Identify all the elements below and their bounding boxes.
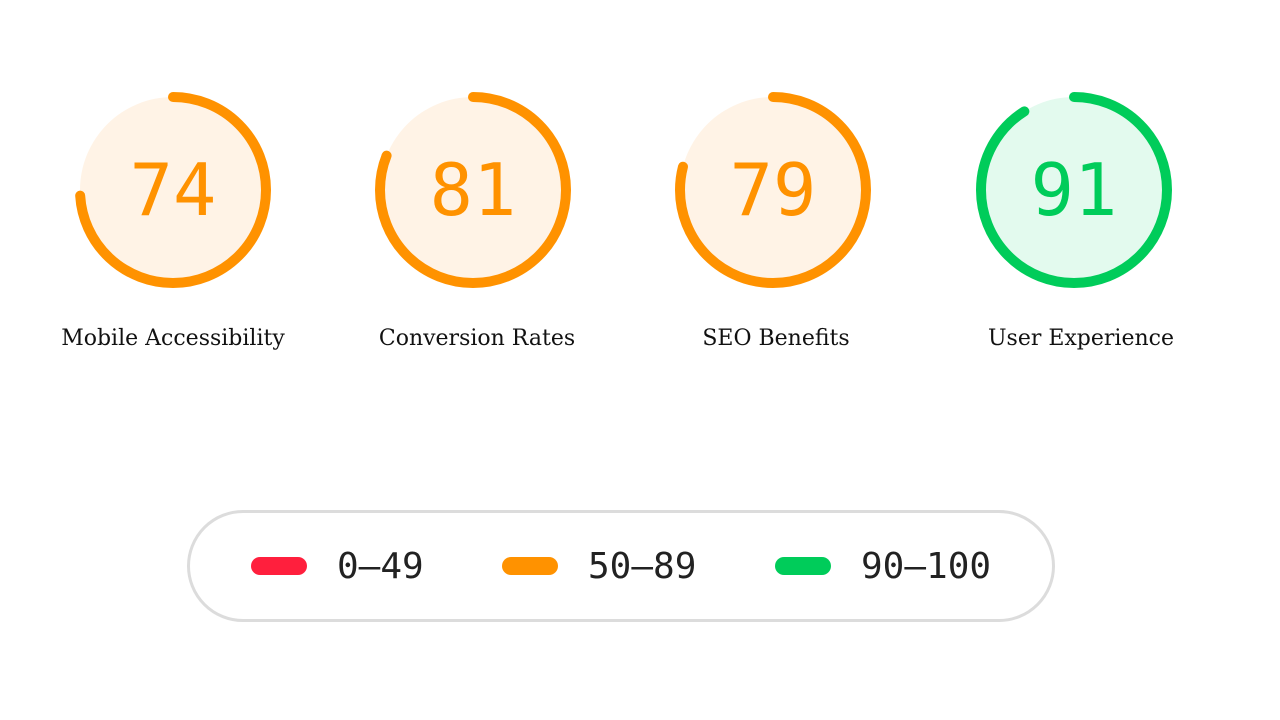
legend-range-label: 90–100: [861, 545, 992, 587]
legend-range-label: 0–49: [337, 545, 424, 587]
legend-swatch-fail: [251, 557, 307, 575]
gauge-background: [680, 97, 866, 283]
legend-swatch-pass: [775, 557, 831, 575]
gauge-label-mobile-accessibility: Mobile Accessibility: [61, 326, 285, 351]
gauge-score: 81: [429, 148, 517, 232]
legend-item-pass: 90–100: [775, 513, 991, 619]
legend-item-fail: 0–49: [251, 513, 424, 619]
gauge-mobile-accessibility: 74: [73, 90, 273, 290]
gauge-conversion-rates: 81: [373, 90, 573, 290]
gauge-background: [80, 97, 266, 283]
gauge-ring: [675, 92, 871, 288]
gauge-seo-benefits: 79: [673, 90, 873, 290]
legend-range-label: 50–89: [588, 545, 697, 587]
gauge-score: 74: [129, 148, 217, 232]
gauge-background: [981, 97, 1167, 283]
gauge-ring: [976, 92, 1172, 288]
gauge-user-experience: 91: [974, 90, 1174, 290]
gauge-label-seo-benefits: SEO Benefits: [702, 326, 850, 351]
gauge-arc: [675, 92, 871, 288]
gauge-arc: [75, 92, 271, 288]
gauge-arc: [375, 92, 571, 288]
gauge-score: 91: [1030, 148, 1118, 232]
legend-swatch-average: [502, 557, 558, 575]
gauge-label-user-experience: User Experience: [987, 326, 1174, 351]
gauge-label-conversion-rates: Conversion Rates: [378, 326, 576, 351]
gauge-score: 79: [729, 148, 817, 232]
gauge-background: [380, 97, 566, 283]
legend-item-average: 50–89: [502, 513, 696, 619]
gauge-ring: [375, 92, 571, 288]
gauge-arc: [976, 92, 1172, 288]
gauge-ring: [75, 92, 271, 288]
score-legend: 0–49 50–89 90–100: [187, 510, 1055, 622]
